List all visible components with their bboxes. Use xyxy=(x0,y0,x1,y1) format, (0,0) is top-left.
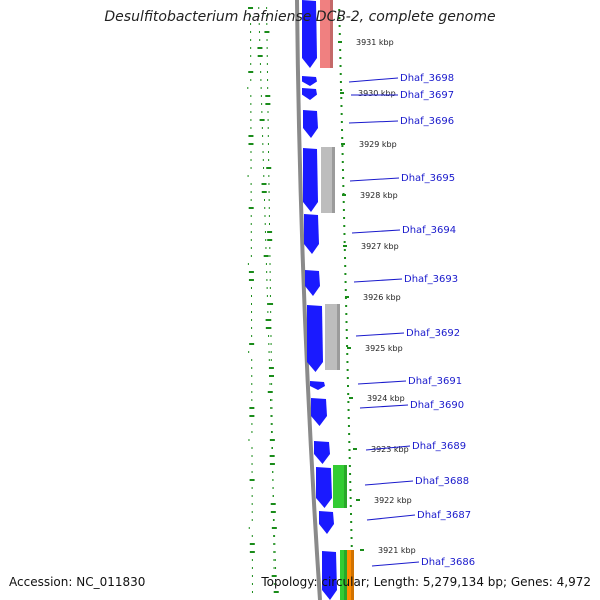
gene-arrow xyxy=(302,0,317,68)
gene-arrow xyxy=(304,214,319,254)
gene-arrow xyxy=(316,467,332,508)
gene-arrow xyxy=(319,511,334,534)
cog-block-shade xyxy=(330,0,333,68)
gene-label: Dhaf_3690 xyxy=(410,400,464,411)
genome-summary-text: Topology: circular; Length: 5,279,134 bp… xyxy=(261,575,591,589)
gene-label: Dhaf_3695 xyxy=(401,173,455,184)
gene-label: Dhaf_3691 xyxy=(408,376,462,387)
gene-arrow xyxy=(322,551,337,600)
cog-block-shade xyxy=(344,550,347,600)
gene-arrow xyxy=(314,441,330,464)
gene-leader-line xyxy=(348,120,399,124)
cog-block xyxy=(320,0,333,68)
gene-label: Dhaf_3688 xyxy=(415,476,469,487)
gene-label: Dhaf_3689 xyxy=(412,441,466,452)
cog-track xyxy=(320,0,354,600)
gene-label: Dhaf_3694 xyxy=(402,225,456,236)
kbp-label: 3924 kbp xyxy=(367,394,405,403)
cog-block-shade xyxy=(344,465,347,508)
gene-arrow xyxy=(311,398,327,426)
gene-leader-line xyxy=(348,77,399,83)
kbp-label: 3931 kbp xyxy=(356,38,394,47)
gene-label: Dhaf_3697 xyxy=(400,90,454,101)
kbp-label: 3925 kbp xyxy=(365,344,403,353)
gene-arrow xyxy=(307,305,323,372)
map-title: Desulfitobacterium hafniense DCB-2, comp… xyxy=(104,9,496,25)
gene-labels: Dhaf_3698 Dhaf_3697 Dhaf_3696 Dhaf_3695 Dhaf… xyxy=(348,73,475,568)
gc-content-track xyxy=(247,7,354,595)
genome-backbone xyxy=(295,0,322,600)
gene-leader-line xyxy=(357,380,407,385)
cog-block xyxy=(333,465,347,508)
gene-leader-line xyxy=(355,332,405,337)
cog-block-shade xyxy=(332,147,335,213)
gene-leader-line xyxy=(359,404,409,409)
gene-leader-line xyxy=(366,514,416,521)
kbp-label: 3922 kbp xyxy=(374,496,412,505)
cog-block xyxy=(347,550,354,600)
gene-track xyxy=(302,0,337,600)
gene-leader-line xyxy=(365,445,411,451)
gene-label: Dhaf_3687 xyxy=(417,510,471,521)
gene-leader-line xyxy=(351,229,401,234)
gene-arrow xyxy=(303,148,318,212)
kbp-label: 3923 kbp xyxy=(371,445,409,454)
gene-label: Dhaf_3692 xyxy=(406,328,460,339)
kbp-label: 3926 kbp xyxy=(363,293,401,302)
cog-block xyxy=(325,304,340,370)
gene-arrow xyxy=(302,88,317,100)
kbp-scale: 3931 kbp 3930 kbp 3929 kbp 3928 kbp 3927 kbp… xyxy=(338,38,416,555)
gene-arrow xyxy=(303,110,318,138)
gene-leader-line xyxy=(353,278,403,283)
gene-arrow xyxy=(310,381,325,390)
accession-text: Accession: NC_011830 xyxy=(9,575,146,589)
gene-arrow xyxy=(302,76,317,86)
cog-block xyxy=(340,550,347,600)
cog-block-shade xyxy=(351,550,354,600)
gene-label: Dhaf_3686 xyxy=(421,557,475,568)
gene-arrow xyxy=(305,270,320,296)
gene-label: Dhaf_3698 xyxy=(400,73,454,84)
kbp-label: 3921 kbp xyxy=(378,546,416,555)
gene-label: Dhaf_3693 xyxy=(404,274,458,285)
kbp-label: 3929 kbp xyxy=(359,140,397,149)
kbp-label: 3930 kbp xyxy=(358,89,396,98)
kbp-label: 3928 kbp xyxy=(360,191,398,200)
gene-leader-line xyxy=(371,561,420,567)
kbp-label: 3927 kbp xyxy=(361,242,399,251)
cog-block xyxy=(321,147,335,213)
gene-label: Dhaf_3696 xyxy=(400,116,454,127)
cog-block-shade xyxy=(337,304,340,370)
gene-leader-line xyxy=(349,177,400,182)
gene-leader-line xyxy=(364,480,414,486)
